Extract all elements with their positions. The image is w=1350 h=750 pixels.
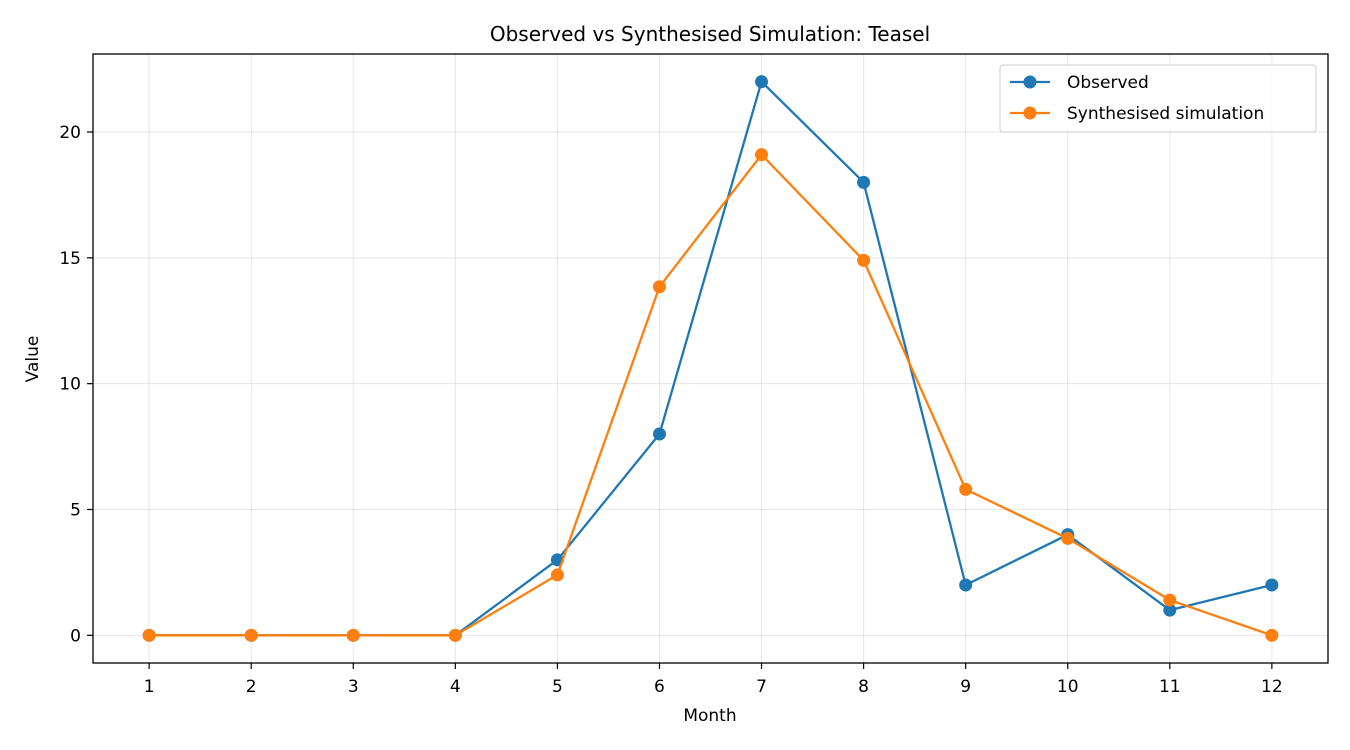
plot-frame [92, 53, 1329, 664]
data-point [959, 482, 973, 496]
x-tick-label: 10 [1057, 677, 1079, 697]
legend-label: Observed [1067, 73, 1149, 93]
y-tick-label: 5 [70, 500, 81, 520]
data-point [448, 628, 462, 642]
legend-item: Observed [1010, 73, 1149, 93]
y-tick-label: 10 [59, 375, 81, 395]
legend-marker [1023, 106, 1037, 120]
legend-item: Synthesised simulation [1010, 104, 1264, 124]
data-point [142, 628, 156, 642]
data-point [244, 628, 258, 642]
data-point [652, 427, 666, 441]
x-tick-label: 5 [552, 677, 563, 697]
series-line [149, 153, 1273, 637]
x-axis-label: Month [683, 706, 736, 726]
series-1 [142, 148, 1279, 642]
data-point [346, 628, 360, 642]
x-tick-label: 7 [756, 677, 767, 697]
y-axis-label: Value [23, 336, 43, 383]
data-point [959, 578, 973, 592]
x-tick-label: 6 [654, 677, 665, 697]
data-point [1265, 628, 1279, 642]
x-tick-label: 1 [144, 677, 155, 697]
data-point [550, 568, 564, 582]
data-point [755, 148, 769, 162]
data-point [1163, 603, 1177, 617]
data-point [755, 75, 769, 89]
x-tick-label: 12 [1261, 677, 1283, 697]
series-line [149, 80, 1273, 637]
x-tick-label: 9 [960, 677, 971, 697]
x-tick-label: 11 [1159, 677, 1181, 697]
x-tick-label: 4 [450, 677, 461, 697]
chart-title: Observed vs Synthesised Simulation: Teas… [490, 22, 930, 46]
legend-label: Synthesised simulation [1067, 104, 1264, 124]
y-tick-label: 0 [70, 626, 81, 646]
y-tick-label: 15 [59, 249, 81, 269]
data-point [857, 175, 871, 189]
data-point [652, 280, 666, 294]
x-tick-label: 2 [246, 677, 257, 697]
legend-marker [1023, 75, 1037, 89]
series-0 [142, 75, 1279, 642]
data-point [857, 253, 871, 267]
data-point [1265, 578, 1279, 592]
x-tick-label: 3 [348, 677, 359, 697]
data-point [1163, 593, 1177, 607]
legend-box [999, 64, 1317, 133]
y-tick-label: 20 [59, 123, 81, 143]
x-tick-label: 8 [858, 677, 869, 697]
data-point [1061, 531, 1075, 545]
